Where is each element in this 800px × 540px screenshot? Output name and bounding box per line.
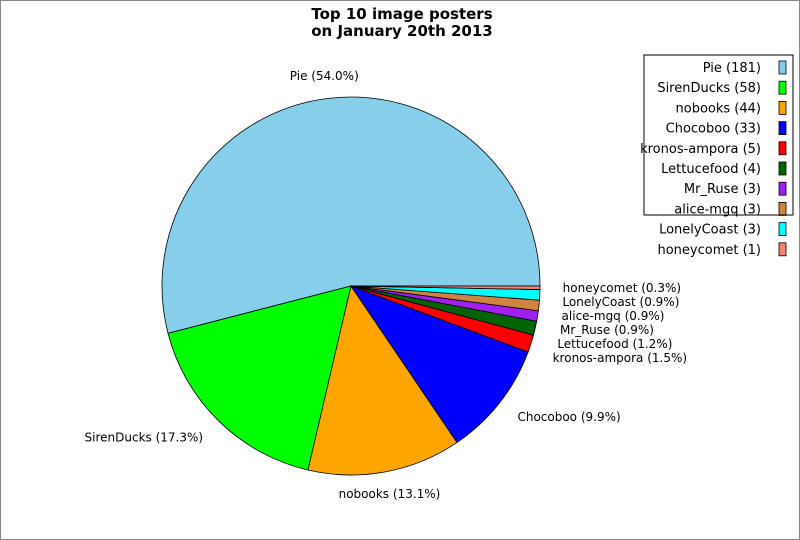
chart-title-line-2: on January 20th 2013: [311, 22, 492, 40]
legend-label: alice-mgq (3): [674, 202, 761, 217]
slice-label: Mr_Ruse (0.9%): [560, 323, 654, 337]
legend-border: [643, 54, 794, 216]
chart-title-line-1: Top 10 image posters: [311, 5, 492, 23]
legend-swatch: [778, 201, 787, 216]
slice-label: Pie (54.0%): [290, 69, 359, 83]
legend-swatch: [778, 141, 787, 156]
slice-label: Lettucefood (1.2%): [557, 337, 672, 351]
legend: Pie (181) SirenDucks (58) nobooks (44) Choc…: [640, 54, 794, 258]
slice-label: honeycomet (0.3%): [563, 281, 681, 295]
legend-swatch: [778, 242, 787, 257]
slice-label: LonelyCoast (0.9%): [562, 295, 679, 309]
legend-label: kronos-ampora (5): [640, 142, 761, 157]
legend-swatch: [778, 222, 787, 237]
slice-label: alice-mgq (0.9%): [562, 309, 665, 323]
slice-label: Chocoboo (9.9%): [517, 410, 620, 424]
legend-label: SirenDucks (58): [657, 81, 761, 96]
pie-slice-chocoboo: [349, 285, 529, 444]
legend-swatch: [778, 161, 787, 176]
pie-slice-sirenducks: [167, 285, 352, 471]
slice-label: kronos-ampora (1.5%): [553, 351, 687, 365]
legend-label: honeycomet (1): [657, 243, 761, 258]
legend-swatch: [778, 181, 787, 196]
legend-label: LonelyCoast (3): [659, 223, 761, 238]
legend-swatch: [778, 121, 787, 135]
pie-slice-pie: [161, 96, 541, 334]
pie-slice-honeycomet: [350, 285, 541, 290]
legend-swatch: [778, 80, 787, 95]
slice-label: nobooks (13.1%): [339, 487, 441, 501]
legend-swatch: [778, 60, 787, 75]
slice-label: SirenDucks (17.3%): [85, 430, 204, 444]
legend-label: Pie (181): [703, 61, 761, 76]
pie-slice-nobooks: [307, 285, 458, 476]
legend-label: Chocoboo (33): [666, 122, 761, 137]
legend-label: Lettucefood (4): [661, 162, 761, 177]
legend-label: Mr_Ruse (3): [684, 182, 761, 197]
legend-label: nobooks (44): [676, 101, 761, 116]
legend-swatch: [778, 101, 787, 115]
